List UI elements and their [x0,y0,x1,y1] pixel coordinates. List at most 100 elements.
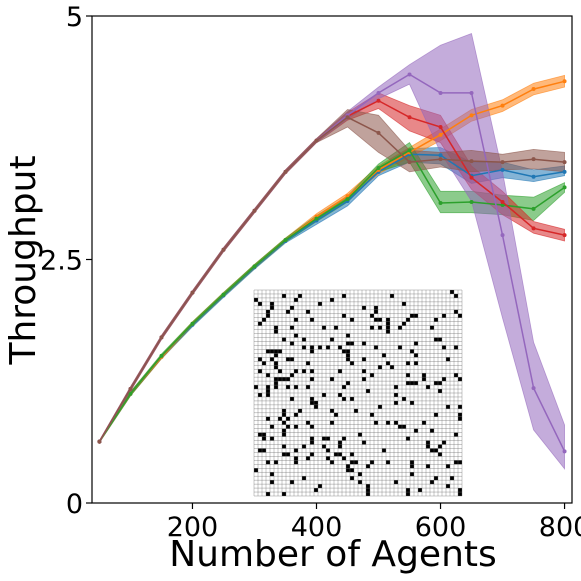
series-6-point [97,439,102,444]
obstacle-cell [258,369,262,374]
series-6-point [128,387,133,392]
obstacle-cell [410,472,414,477]
obstacle-cell [386,317,390,322]
obstacle-cell [438,444,442,449]
series-6-point [376,130,381,135]
obstacle-cell [446,484,450,489]
obstacle-cell [334,325,338,330]
obstacle-cell [414,381,418,386]
obstacle-cell [394,480,398,485]
obstacle-cell [270,480,274,485]
obstacle-cell [410,381,414,386]
obstacle-cell [258,321,262,326]
obstacle-cell [266,313,270,318]
obstacle-cell [294,297,298,302]
obstacle-cell [386,361,390,366]
obstacle-cell [350,341,354,346]
obstacle-cell [406,488,410,493]
obstacle-cell [426,444,430,449]
obstacle-cell [410,313,414,318]
obstacle-cell [398,325,402,330]
y-tick-label: 2.5 [40,246,83,277]
series-1-point [500,167,505,172]
obstacle-cell [366,492,370,496]
obstacle-cell [370,412,374,417]
series-6-point [500,160,505,165]
obstacle-cell [290,341,294,346]
obstacle-cell [390,293,394,298]
obstacle-cell [458,377,462,382]
obstacle-cell [278,416,282,421]
obstacle-cell [366,464,370,469]
obstacle-cell [310,452,314,457]
series-3-point [314,216,319,221]
obstacle-cell [338,345,342,350]
obstacle-cell [294,460,298,465]
obstacle-cell [342,349,346,354]
obstacle-cell [338,369,342,374]
obstacle-cell [346,464,350,469]
series-5-point [469,90,474,95]
obstacle-cell [374,420,378,425]
obstacle-cell [454,460,458,465]
obstacle-cell [294,412,298,417]
obstacle-cell [330,420,334,425]
series-4-point [407,115,412,120]
obstacle-cell [394,393,398,397]
obstacle-cell [262,361,266,366]
obstacle-cell [362,369,366,374]
series-2-point [531,87,536,92]
obstacle-cell [446,404,450,409]
obstacle-cell [318,301,322,306]
series-4-point [562,233,567,238]
x-tick-label: 800 [539,512,581,543]
obstacle-cell [406,492,410,496]
obstacle-cell [382,353,386,358]
obstacle-cell [386,325,390,330]
obstacle-cell [458,404,462,409]
obstacle-cell [346,349,350,354]
obstacle-cell [438,389,442,393]
obstacle-cell [282,444,286,449]
series-6-point [283,169,288,174]
obstacle-cell [410,349,414,354]
obstacle-cell [290,305,294,310]
series-3-point [159,353,164,358]
obstacle-cell [342,385,346,390]
obstacle-cell [402,321,406,326]
obstacle-cell [454,345,458,350]
obstacle-cell [446,464,450,469]
obstacle-cell [330,297,334,302]
obstacle-cell [346,468,350,473]
obstacle-cell [282,377,286,382]
obstacle-cell [390,365,394,370]
obstacle-cell [378,317,382,322]
obstacle-cell [278,377,282,382]
series-3-line [98,149,566,443]
series-1-point [562,169,567,174]
obstacle-cell [350,460,354,465]
obstacle-cell [438,452,442,457]
obstacle-cell [342,456,346,461]
obstacle-cell [270,436,274,441]
series-6-point [407,160,412,165]
obstacle-cell [398,345,402,350]
obstacle-cell [350,452,354,457]
obstacle-cell [262,448,266,453]
obstacle-cell [430,480,434,485]
series-4-point [469,175,474,180]
obstacle-cell [346,381,350,386]
series-3-point [252,264,257,269]
obstacle-cell [394,420,398,425]
series-1-point [438,153,443,158]
obstacle-cell [414,428,418,433]
obstacle-cell [430,325,434,330]
obstacle-cell [338,444,342,449]
obstacle-cell [318,484,322,489]
obstacle-cell [422,420,426,425]
obstacle-cell [294,424,298,429]
obstacle-cell [342,293,346,298]
obstacle-cell [362,341,366,346]
obstacle-cell [414,313,418,318]
